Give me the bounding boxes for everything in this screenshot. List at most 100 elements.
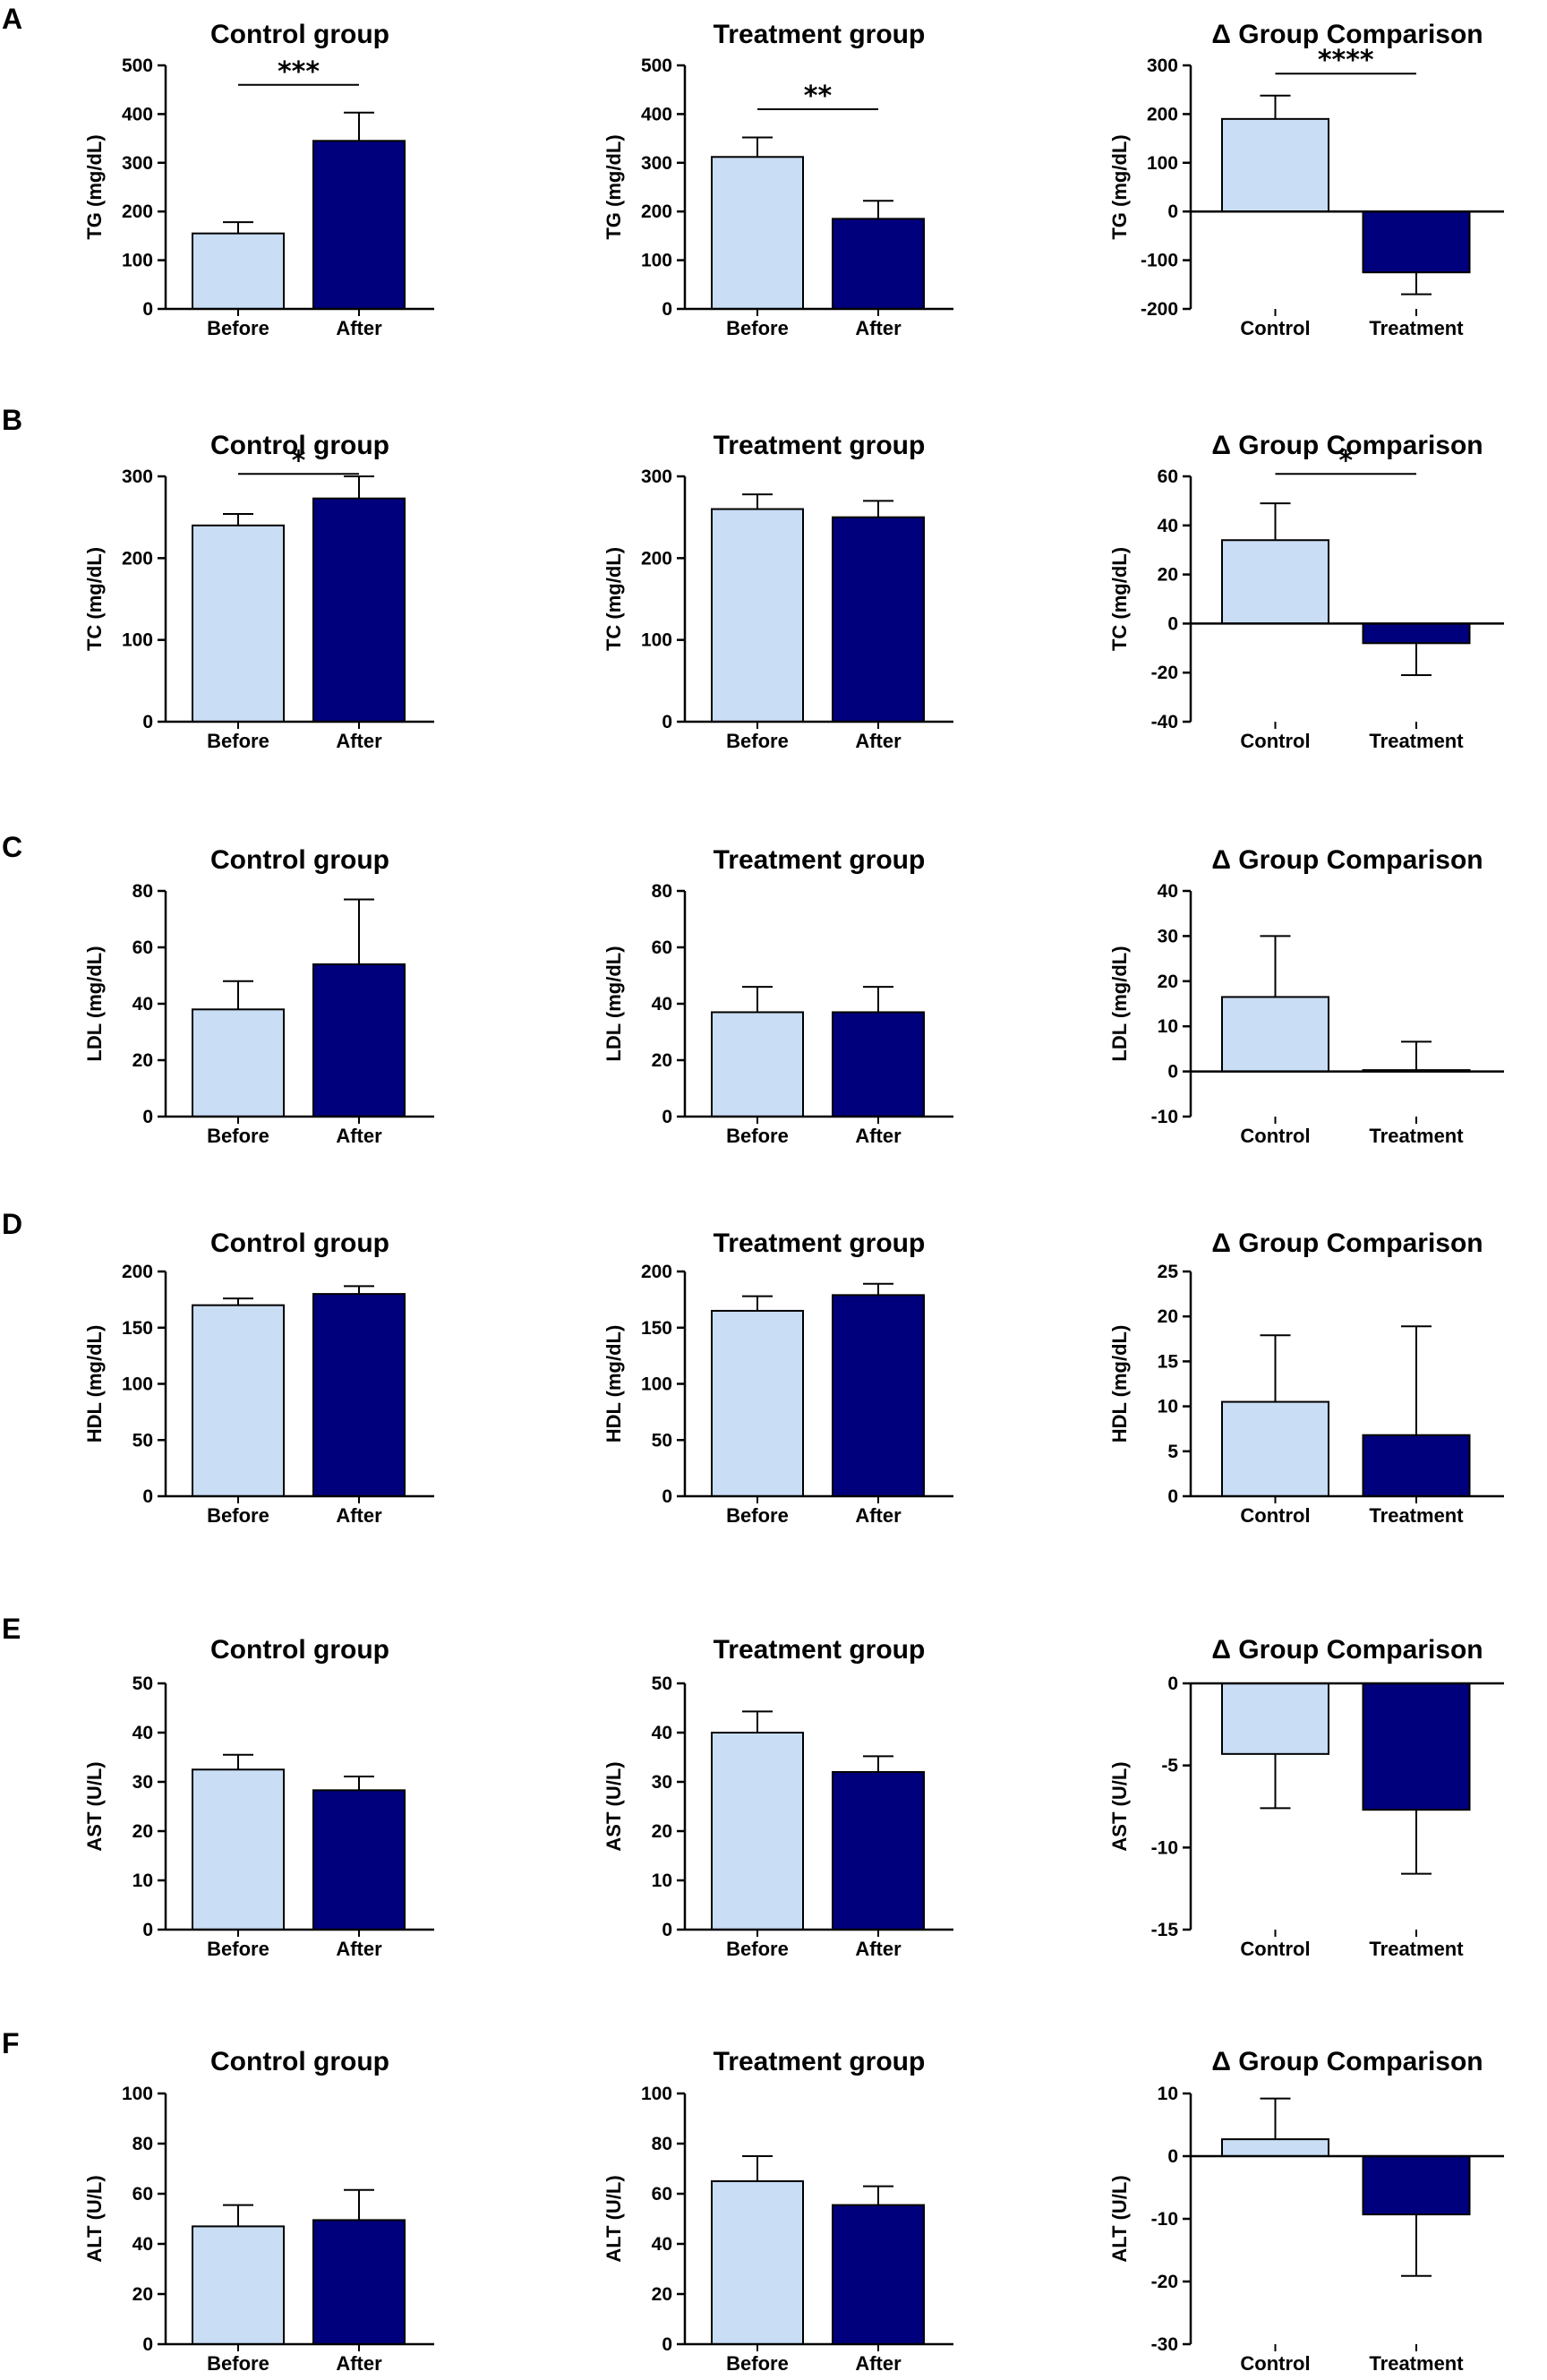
chart-panel: Treatment group AST (U/L) 0 10 20 30 40 50 Befor… — [603, 1635, 953, 1960]
significance-marker: * — [292, 445, 306, 476]
chart-panel: Δ Group Comparison ALT (U/L) -30 -20 -10 0 10 C… — [1108, 2047, 1504, 2375]
bar-second — [312, 963, 406, 1118]
chart-panel: Δ Group Comparison TG (mg/dL) -200 -100 0 100… — [1108, 20, 1504, 339]
y-tick-label: 400 — [641, 104, 672, 124]
y-tick-label: 200 — [122, 1262, 153, 1282]
panel-title: Δ Group Comparison — [1211, 20, 1483, 49]
bar-first — [1221, 1400, 1329, 1497]
y-tick-label: 20 — [652, 2284, 672, 2305]
y-tick-label: 80 — [132, 2134, 153, 2154]
significance-marker: * — [1338, 445, 1353, 476]
y-tick-label: -40 — [1151, 712, 1178, 732]
y-tick-label: 0 — [142, 712, 153, 732]
y-tick-label: 200 — [641, 201, 672, 222]
category-label: After — [336, 730, 382, 752]
y-tick-label: 30 — [652, 1772, 672, 1793]
bar-first — [711, 1309, 804, 1498]
y-tick-label: 0 — [1167, 201, 1178, 222]
y-axis-label: AST (U/L) — [83, 1761, 106, 1851]
y-tick-label: 50 — [652, 1674, 672, 1694]
y-axis-label: TG (mg/dL) — [1108, 134, 1131, 239]
category-label: Before — [726, 1938, 789, 1960]
panel-letter: F — [2, 2027, 20, 2059]
panel-letter: E — [2, 1613, 21, 1645]
category-label: Before — [726, 317, 789, 339]
y-tick-label: 150 — [641, 1318, 672, 1339]
category-label: After — [855, 730, 902, 752]
y-tick-label: -100 — [1141, 251, 1178, 271]
y-tick-label: 5 — [1167, 1442, 1178, 1462]
y-axis-label: TG (mg/dL) — [83, 134, 106, 239]
y-tick-label: 100 — [122, 2084, 153, 2104]
y-tick-label: 0 — [662, 1107, 672, 1127]
panel-title: Control group — [210, 1635, 389, 1665]
y-axis-label: ALT (U/L) — [83, 2175, 106, 2262]
category-label: Before — [207, 317, 269, 339]
y-tick-label: -5 — [1161, 1756, 1178, 1776]
significance-marker: **** — [1318, 45, 1374, 76]
bar-second — [312, 1789, 406, 1931]
y-tick-label: 200 — [641, 548, 672, 569]
bar-second — [832, 1294, 925, 1497]
chart-panel: Control group ALT (U/L) 0 20 40 60 80 100 Before… — [83, 2047, 434, 2375]
y-tick-label: 60 — [652, 2184, 672, 2204]
category-label: After — [336, 317, 382, 339]
y-tick-label: 0 — [662, 1486, 672, 1507]
panel-letter: D — [2, 1208, 22, 1240]
significance-marker: *** — [278, 56, 320, 88]
y-tick-label: 60 — [132, 2184, 153, 2204]
y-tick-label: 40 — [1158, 881, 1178, 902]
y-axis-label: LDL (mg/dL) — [603, 946, 625, 1061]
y-tick-label: 30 — [132, 1772, 153, 1793]
bar-first — [1221, 539, 1329, 625]
y-tick-label: 10 — [1158, 1397, 1178, 1417]
y-tick-label: 150 — [122, 1318, 153, 1339]
bar-second — [832, 2204, 925, 2346]
category-label: Treatment — [1369, 1125, 1464, 1147]
category-label: Before — [726, 1125, 789, 1147]
category-label: Before — [726, 2352, 789, 2375]
bar-first — [711, 1011, 804, 1117]
y-tick-label: 100 — [122, 251, 153, 271]
category-label: Treatment — [1369, 1504, 1464, 1527]
y-tick-label: 0 — [142, 299, 153, 320]
panel-title: Δ Group Comparison — [1211, 845, 1483, 875]
panel-title: Treatment group — [714, 1229, 926, 1258]
y-tick-label: 20 — [132, 2284, 153, 2305]
y-tick-label: 10 — [132, 1871, 153, 1891]
y-axis-label: HDL (mg/dL) — [83, 1325, 106, 1443]
category-label: After — [336, 1938, 382, 1960]
y-tick-label: 100 — [1147, 153, 1178, 174]
y-tick-label: 0 — [142, 1107, 153, 1127]
y-tick-label: 10 — [1158, 2084, 1178, 2104]
chart-panel: Treatment group LDL (mg/dL) 0 20 40 60 80 Befor… — [603, 845, 953, 1147]
chart-panel: Control group AST (U/L) 0 10 20 30 40 50 Before A… — [83, 1635, 434, 1960]
category-label: Before — [207, 2352, 269, 2375]
y-tick-label: 60 — [132, 937, 153, 958]
y-tick-label: 20 — [1158, 565, 1178, 586]
y-tick-label: 0 — [662, 299, 672, 320]
bar-first — [711, 508, 804, 723]
y-tick-label: 40 — [652, 994, 672, 1014]
category-label: Control — [1240, 1504, 1310, 1527]
y-tick-label: 200 — [122, 548, 153, 569]
y-tick-label: 0 — [1167, 613, 1178, 634]
category-label: Before — [207, 1125, 269, 1147]
panel-title: Control group — [210, 2047, 389, 2076]
bar-first — [1221, 2138, 1329, 2158]
y-tick-label: -20 — [1151, 663, 1178, 683]
y-tick-label: 80 — [652, 2134, 672, 2154]
category-label: Before — [207, 730, 269, 752]
bar-second — [1362, 1434, 1471, 1498]
panel-title: Control group — [210, 20, 389, 49]
y-axis-label: AST (U/L) — [1108, 1761, 1131, 1851]
y-tick-label: -200 — [1141, 299, 1178, 320]
panel-title: Treatment group — [714, 845, 926, 875]
y-axis-label: HDL (mg/dL) — [1108, 1325, 1131, 1443]
bar-first — [1221, 1682, 1329, 1755]
y-tick-label: -20 — [1151, 2272, 1178, 2292]
y-tick-label: -30 — [1151, 2334, 1178, 2355]
bar-second — [1362, 622, 1471, 645]
chart-panel: Treatment group TG (mg/dL) 0 100 200 300 400 50… — [603, 20, 953, 339]
y-tick-label: 20 — [652, 1821, 672, 1842]
